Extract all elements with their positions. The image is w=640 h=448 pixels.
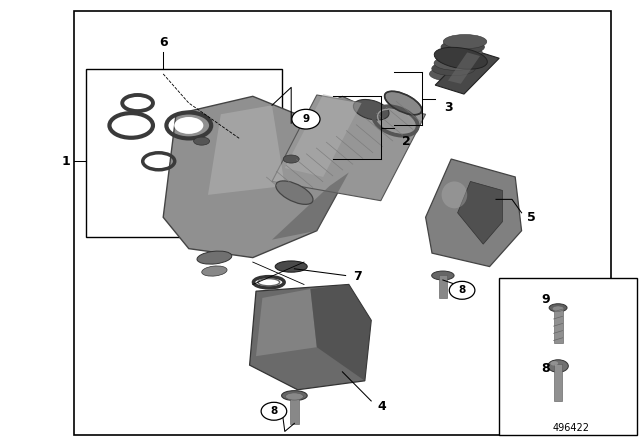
Bar (74, 11, 611, 435)
Ellipse shape (285, 393, 303, 400)
Text: 496422: 496422 (553, 423, 590, 433)
Ellipse shape (283, 155, 300, 163)
Ellipse shape (193, 137, 210, 145)
Polygon shape (272, 172, 349, 240)
Ellipse shape (197, 251, 232, 264)
Ellipse shape (548, 360, 568, 372)
Ellipse shape (174, 117, 204, 134)
Bar (554, 364, 562, 401)
Ellipse shape (202, 266, 227, 276)
Ellipse shape (127, 98, 148, 108)
Text: 8: 8 (541, 362, 550, 375)
Text: 1: 1 (61, 155, 70, 168)
Ellipse shape (444, 34, 487, 49)
Text: 5: 5 (527, 211, 536, 224)
Polygon shape (310, 284, 371, 381)
Text: 2: 2 (402, 134, 411, 148)
Polygon shape (250, 284, 371, 390)
Polygon shape (435, 49, 499, 94)
Ellipse shape (438, 45, 482, 60)
Text: 8: 8 (270, 406, 278, 416)
Ellipse shape (434, 56, 477, 70)
Ellipse shape (117, 117, 145, 134)
Text: 8: 8 (458, 285, 466, 295)
Ellipse shape (549, 304, 567, 312)
Polygon shape (272, 95, 426, 201)
Bar (499, 278, 637, 435)
Ellipse shape (276, 181, 313, 204)
Circle shape (449, 281, 475, 299)
Circle shape (261, 402, 287, 420)
Text: 3: 3 (444, 101, 452, 114)
Ellipse shape (148, 156, 169, 167)
Ellipse shape (552, 306, 564, 311)
Polygon shape (304, 96, 400, 141)
Bar (86, 69, 282, 237)
Ellipse shape (353, 99, 389, 120)
Ellipse shape (432, 61, 476, 76)
Ellipse shape (435, 47, 487, 69)
Ellipse shape (385, 91, 422, 115)
Ellipse shape (282, 391, 307, 401)
Text: 6: 6 (159, 36, 168, 49)
Ellipse shape (432, 271, 454, 280)
Text: 9: 9 (541, 293, 550, 306)
Ellipse shape (429, 67, 473, 81)
Ellipse shape (441, 40, 484, 54)
Bar (554, 306, 563, 343)
Ellipse shape (436, 51, 480, 65)
Polygon shape (285, 94, 362, 177)
Ellipse shape (275, 261, 307, 272)
Text: 7: 7 (353, 270, 362, 283)
Text: 4: 4 (378, 400, 387, 414)
Bar (290, 395, 299, 424)
Text: 9: 9 (302, 114, 310, 124)
Polygon shape (448, 52, 480, 84)
Polygon shape (458, 181, 502, 244)
Ellipse shape (442, 181, 467, 208)
Circle shape (292, 109, 320, 129)
Bar (439, 275, 447, 298)
Ellipse shape (550, 361, 558, 366)
Polygon shape (208, 105, 285, 195)
Polygon shape (256, 289, 317, 356)
Polygon shape (163, 96, 349, 258)
Polygon shape (426, 159, 522, 267)
